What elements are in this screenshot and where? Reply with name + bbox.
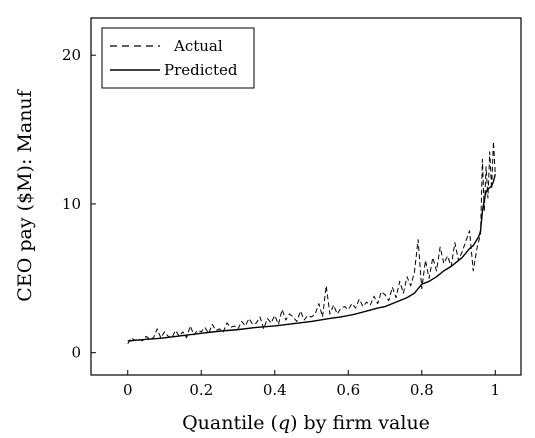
y-axis-ticks: 0 10 20 [62,46,96,362]
series-line-predicted [127,174,496,342]
y-tick-label: 10 [62,195,81,213]
x-tick-label: 1 [491,381,501,399]
y-tick-label: 20 [62,46,81,64]
plot-frame [90,17,522,376]
series-layer [127,140,496,345]
y-axis-label: CEO pay ($M): Manuf [14,88,36,301]
legend-box [101,27,255,89]
x-tick-label: 0.8 [410,381,434,399]
legend-predicted-label: Predicted [164,61,238,79]
y-tick-label: 0 [71,344,81,362]
x-tick-label: 0 [123,381,133,399]
x-axis-ticks: 0 0.2 0.4 0.6 0.8 1 [123,370,500,399]
x-axis-label: Quantile (q) by firm value [182,412,430,434]
x-tick-label: 0.4 [263,381,287,399]
x-tick-label: 0.2 [189,381,213,399]
x-tick-label: 0.6 [336,381,360,399]
series-line-actual [127,140,496,345]
legend: Actual Predicted [101,27,255,89]
legend-actual-label: Actual [173,37,223,55]
